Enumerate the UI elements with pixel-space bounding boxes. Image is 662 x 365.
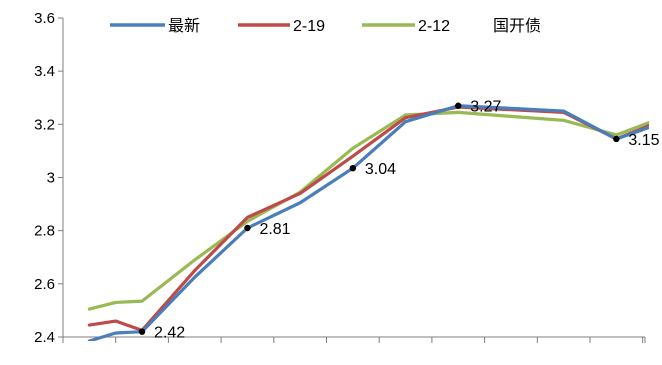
legend-label: 2-12 (418, 18, 450, 35)
y-tick-label: 3.4 (34, 63, 55, 80)
x-axis-ticks (62, 337, 646, 343)
data-label: 2.42 (154, 325, 185, 342)
series-layer (87, 104, 649, 341)
data-label: 3.27 (470, 99, 501, 116)
data-point-marker (349, 164, 357, 172)
y-tick-label: 2.8 (34, 223, 55, 240)
data-point-marker (244, 224, 251, 232)
legend-label: 最新 (168, 17, 200, 35)
data-point-marker (138, 328, 146, 335)
data-label: 3.04 (365, 161, 396, 178)
data-point-marker (613, 135, 620, 143)
y-tick-label: 3.6 (34, 10, 55, 27)
y-axis-ticks: 2.4 2.6 2.8 3 3.2 3.4 3.6 (34, 10, 63, 346)
legend-extra-label: 国开债 (493, 17, 541, 35)
y-tick-label: 2.6 (34, 276, 55, 293)
y-tick-label: 3 (47, 170, 55, 187)
data-label: 3.15 (628, 132, 659, 149)
data-label: 2.81 (259, 221, 290, 238)
data-point-marker (455, 102, 462, 109)
series-line-3 (87, 110, 649, 311)
legend: 最新 2-19 2-12 国开债 (110, 17, 541, 35)
y-tick-label: 3.2 (34, 116, 55, 133)
legend-label: 2-19 (293, 18, 325, 35)
annotation-layer: 2.42 2.81 3.04 3.27 3.15 (138, 99, 660, 342)
y-tick-label: 2.4 (34, 329, 55, 346)
